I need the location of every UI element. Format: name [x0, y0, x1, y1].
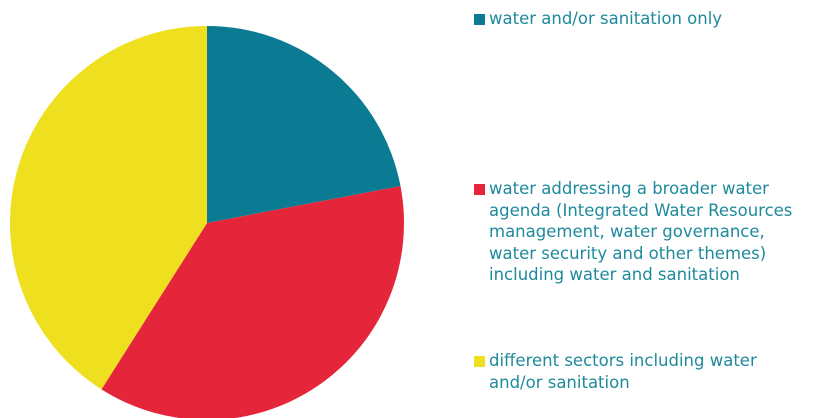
- pie-slice-2: [10, 26, 208, 390]
- legend-label: different sectors including water and/or…: [489, 351, 757, 392]
- legend-swatch-yellow: [474, 356, 485, 367]
- legend-label: water and/or sanitation only: [489, 9, 723, 28]
- pie-slice-0: [207, 26, 401, 223]
- legend-item-different-sectors: different sectors including water and/or…: [474, 350, 819, 393]
- pie-slice-1: [101, 186, 404, 418]
- legend-item-broader-water-agenda: water addressing a broader water agenda …: [474, 178, 819, 286]
- legend-swatch-red: [474, 184, 485, 195]
- legend-label: water addressing a broader water agenda …: [489, 179, 793, 284]
- legend-swatch-teal: [474, 14, 485, 25]
- legend-item-water-sanitation-only: water and/or sanitation only: [474, 8, 819, 30]
